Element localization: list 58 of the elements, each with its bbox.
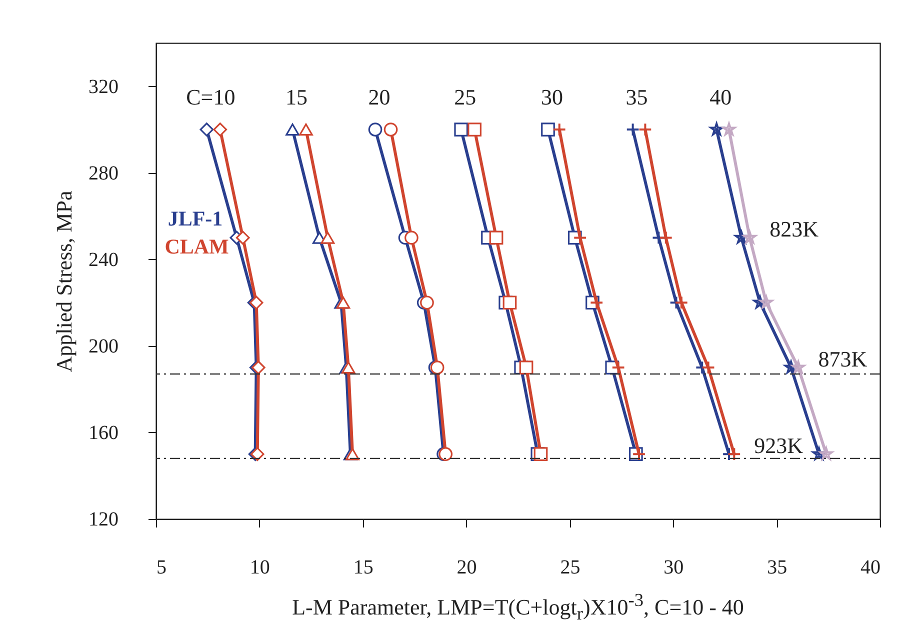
point xyxy=(286,123,300,136)
point xyxy=(299,123,313,136)
annotation: 20 xyxy=(368,84,390,110)
point xyxy=(734,230,748,244)
point xyxy=(611,360,626,374)
x-tick-label: 40 xyxy=(860,556,880,578)
y-tick-label: 320 xyxy=(88,76,118,98)
point xyxy=(213,122,228,136)
x-tick-label: 5 xyxy=(156,556,166,578)
x-tick-label: 25 xyxy=(560,556,580,578)
x-tick-label: 20 xyxy=(456,556,477,578)
y-tick-label: 200 xyxy=(88,335,118,358)
y-tick-label: 160 xyxy=(88,422,118,444)
point xyxy=(626,122,640,136)
point xyxy=(384,122,398,136)
x-axis-title: L-M Parameter, LMP=T(C+logt$_{r}$)X10$^{-3}$, C=10 - 40 xyxy=(291,590,745,625)
series-label: JLF-1 xyxy=(168,206,223,231)
point xyxy=(502,296,517,310)
point xyxy=(541,122,555,136)
x-tick-label: 15 xyxy=(353,556,374,578)
annotation: C=10 xyxy=(186,84,236,110)
series-label: CLAM xyxy=(164,234,230,259)
point xyxy=(454,122,468,136)
point xyxy=(674,296,688,310)
annotation: 40 xyxy=(710,84,732,110)
point xyxy=(638,122,652,136)
point xyxy=(590,296,604,310)
annotation: 923K xyxy=(754,433,804,458)
point xyxy=(468,122,482,136)
point xyxy=(368,122,382,136)
point xyxy=(420,296,434,310)
point xyxy=(519,360,534,374)
point xyxy=(701,360,716,374)
point xyxy=(200,122,214,136)
point xyxy=(404,230,418,245)
point xyxy=(658,230,673,245)
point xyxy=(573,230,587,245)
point xyxy=(632,447,646,462)
point xyxy=(727,447,742,462)
y-tick-label: 280 xyxy=(88,162,118,184)
y-axis-title: Applied Stress, MPa xyxy=(52,190,76,372)
annotation: 25 xyxy=(454,84,476,110)
point xyxy=(236,230,250,245)
x-tick-label: 30 xyxy=(664,556,684,578)
annotation: 35 xyxy=(626,84,648,110)
annotation: 30 xyxy=(540,84,563,110)
x-tick-label: 35 xyxy=(767,556,788,578)
point xyxy=(534,447,548,462)
point xyxy=(438,447,453,462)
y-tick-label: 240 xyxy=(88,248,118,271)
x-tick-label: 10 xyxy=(250,556,270,578)
point xyxy=(552,122,566,136)
annotation: 823K xyxy=(770,216,819,242)
annotation: 15 xyxy=(286,84,308,110)
y-tick-label: 120 xyxy=(88,508,118,530)
point xyxy=(320,232,335,244)
point xyxy=(489,230,504,245)
annotation: 873K xyxy=(818,346,868,372)
